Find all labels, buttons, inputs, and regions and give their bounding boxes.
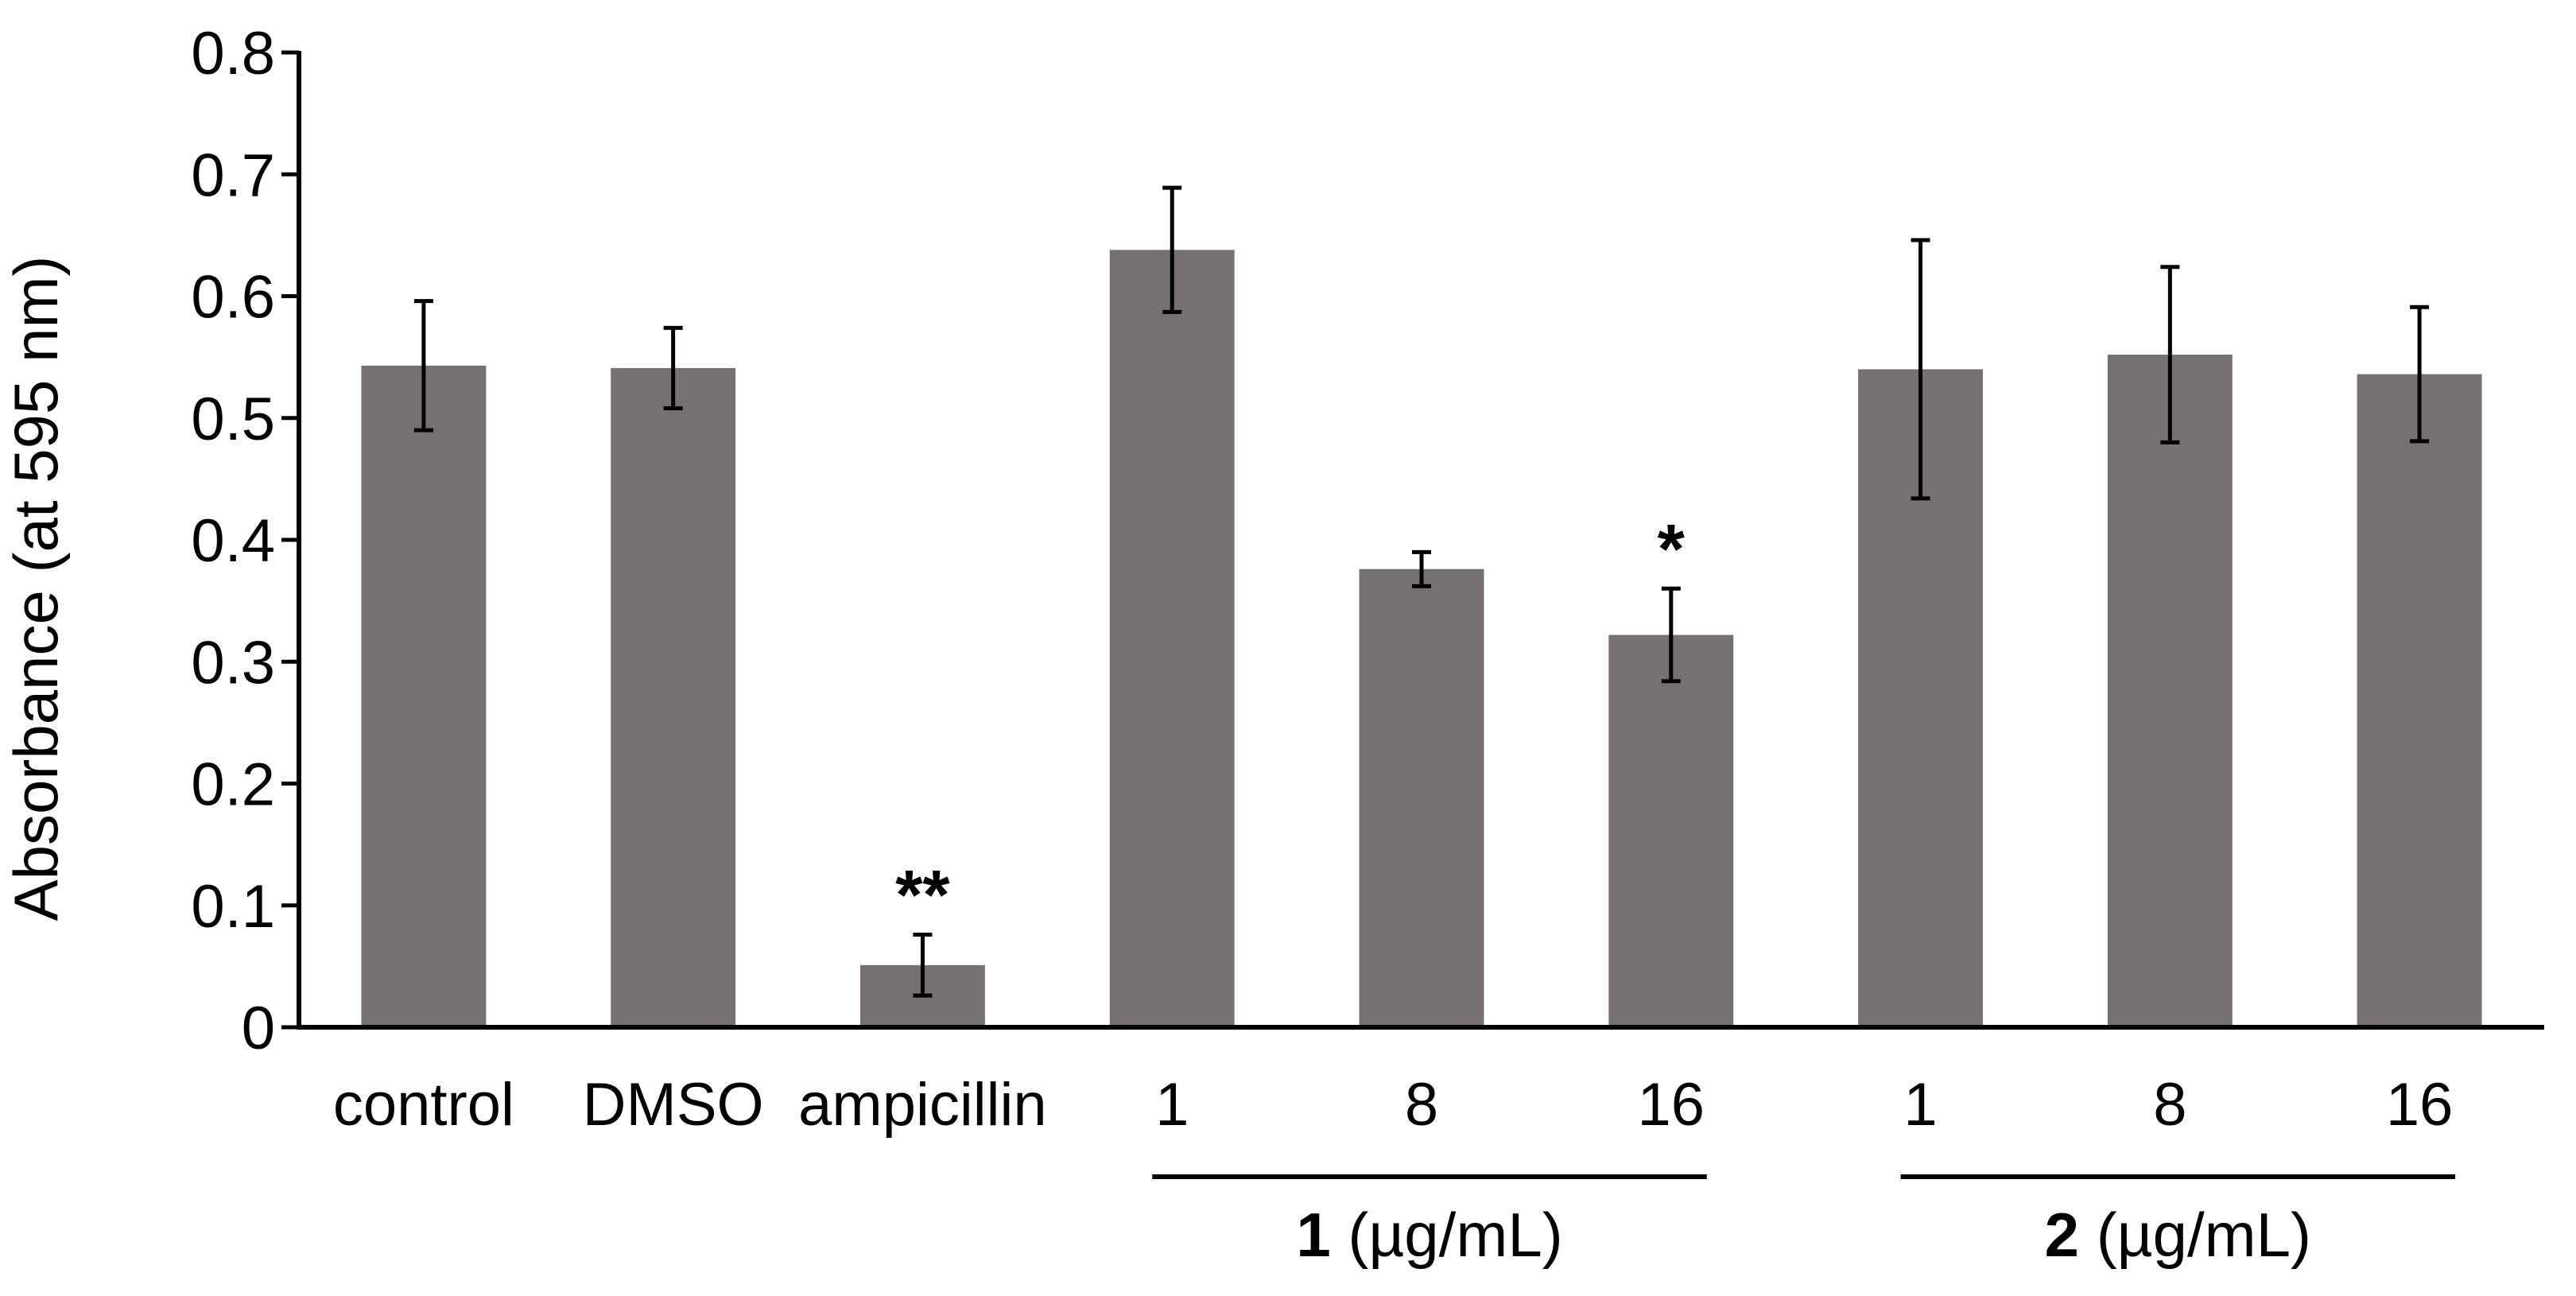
significance-annotations: ***	[895, 509, 1685, 933]
group-bracket-1: 2 (µg/mL)	[1900, 1174, 2456, 1270]
y-tick-label: 0.4	[191, 507, 275, 575]
error-bar-5	[1661, 586, 1681, 684]
group-label-number: 1	[1296, 1200, 1330, 1270]
y-tick-label: 0.1	[191, 873, 275, 941]
category-label-2: ampicillin	[798, 1071, 1047, 1139]
category-label-6: 1	[1903, 1071, 1937, 1139]
bar-1	[611, 367, 736, 1028]
error-bar-6	[1911, 238, 1930, 501]
bar-8	[2357, 374, 2482, 1028]
group-label-number: 2	[2045, 1200, 2079, 1270]
group-label-unit: (µg/mL)	[1331, 1200, 1563, 1270]
error-bar-0	[413, 299, 433, 433]
category-label-7: 8	[2153, 1071, 2186, 1139]
category-label-3: 1	[1155, 1071, 1189, 1139]
y-tick-label: 0.6	[191, 264, 275, 332]
error-bar-2	[913, 933, 933, 998]
group-brackets: 1 (µg/mL) 2 (µg/mL)	[1152, 1174, 2456, 1270]
bar-3	[1109, 250, 1235, 1027]
bar-4	[1359, 568, 1484, 1027]
y-axis: 0 0.1 0.2 0.3 0.4 0.5 0.6 0.7 0.8	[191, 20, 301, 1062]
category-label-8: 16	[2386, 1071, 2454, 1139]
y-axis-label: Absorbance (at 595 nm)	[1, 256, 71, 922]
bar-7	[2107, 355, 2233, 1027]
error-bars	[413, 185, 2430, 998]
bar-5	[1608, 634, 1734, 1027]
error-bar-4	[1412, 549, 1431, 588]
group-label: 1 (µg/mL)	[1296, 1200, 1562, 1270]
error-bar-3	[1162, 185, 1182, 314]
y-tick-label: 0.8	[191, 20, 275, 87]
category-label-4: 8	[1405, 1071, 1438, 1139]
y-tick-label: 0.2	[191, 751, 275, 819]
y-tick-label: 0.3	[191, 629, 275, 697]
bars	[361, 250, 2482, 1028]
bar-0	[361, 365, 487, 1027]
y-tick-label: 0	[242, 995, 275, 1062]
group-bracket-0: 1 (µg/mL)	[1152, 1174, 1707, 1270]
error-bar-8	[2410, 305, 2430, 444]
category-label-1: DMSO	[583, 1071, 764, 1139]
y-tick-label: 0.7	[191, 142, 275, 209]
group-label-unit: (µg/mL)	[2079, 1200, 2311, 1270]
y-tick-label: 0.5	[191, 386, 275, 453]
category-label-5: 16	[1638, 1071, 1705, 1139]
x-axis: control DMSO ampicillin 1 8 16 1 8 16	[297, 1025, 2544, 1139]
group-label: 2 (µg/mL)	[2045, 1200, 2311, 1270]
significance-mark-2: **	[895, 856, 950, 934]
error-bar-1	[663, 325, 683, 410]
error-bar-7	[2160, 265, 2180, 444]
category-label-0: control	[333, 1071, 514, 1139]
significance-mark-5: *	[1658, 509, 1686, 588]
